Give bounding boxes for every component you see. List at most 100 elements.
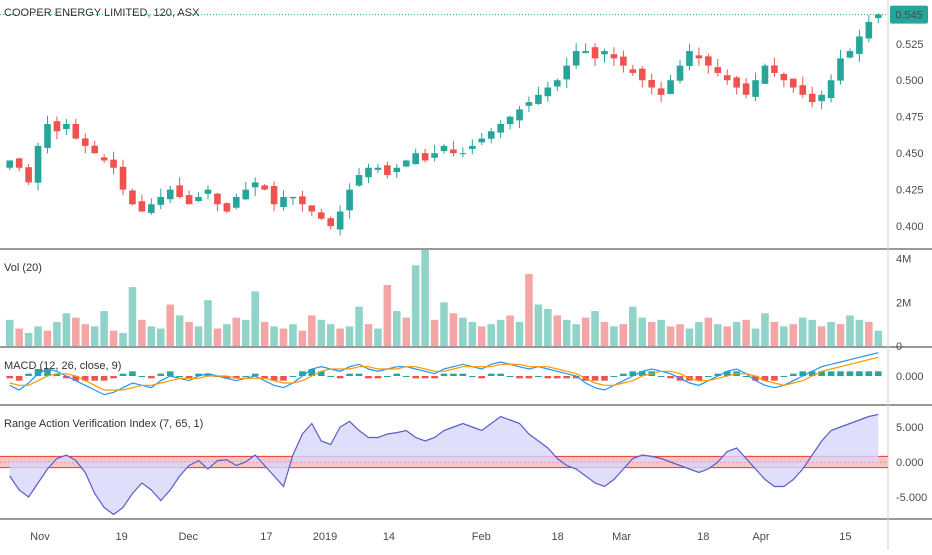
macd-histogram-bar xyxy=(837,371,844,376)
macd-histogram-bar xyxy=(261,376,268,379)
candle-body xyxy=(648,79,656,88)
macd-histogram-bar xyxy=(421,376,429,379)
volume-bar xyxy=(742,319,750,346)
volume-bar xyxy=(487,324,495,346)
macd-histogram-bar xyxy=(487,373,495,376)
candle-body xyxy=(204,189,212,194)
candle-body xyxy=(100,157,108,161)
candle-body xyxy=(780,73,788,81)
candle-body xyxy=(15,158,23,168)
volume-bar xyxy=(326,324,335,346)
candle-body xyxy=(63,124,70,130)
macd-histogram-bar xyxy=(865,371,873,376)
candle-body xyxy=(846,51,854,58)
candle-body xyxy=(412,153,419,165)
volume-bar xyxy=(383,284,392,346)
macd-histogram-bar xyxy=(856,371,863,376)
candle-body xyxy=(261,185,268,190)
candle-body xyxy=(582,51,589,53)
candle-body xyxy=(667,80,674,94)
candle-body xyxy=(355,175,363,186)
x-axis-tick: Dec xyxy=(178,531,198,543)
macd-histogram-bar xyxy=(72,376,80,381)
macd-histogram-bar xyxy=(506,376,514,377)
ravi-y-tick: 0.000 xyxy=(896,457,924,469)
candle-body xyxy=(148,204,155,213)
volume-bar xyxy=(562,319,571,346)
macd-histogram-bar xyxy=(25,373,32,376)
macd-histogram-bar xyxy=(270,376,278,381)
macd-histogram-bar xyxy=(327,376,335,377)
macd-histogram-bar xyxy=(176,376,183,377)
macd-histogram-bar xyxy=(100,376,108,381)
macd-histogram-bar xyxy=(166,371,174,376)
macd-histogram-bar xyxy=(657,376,665,377)
volume-bar xyxy=(402,317,411,346)
volume-bar xyxy=(619,324,628,346)
macd-histogram-bar xyxy=(138,376,146,377)
candle-body xyxy=(34,145,42,183)
candle-body xyxy=(676,65,684,81)
candle-body xyxy=(25,167,32,183)
candle-body xyxy=(516,109,523,121)
macd-histogram-bar xyxy=(610,376,618,377)
volume-bar xyxy=(723,326,732,346)
candle-body xyxy=(638,68,646,81)
volume-title: Vol (20) xyxy=(4,262,42,274)
candle-body xyxy=(487,131,495,139)
macd-histogram-bar xyxy=(544,376,552,379)
macd-histogram-bar xyxy=(148,376,155,379)
volume-bar xyxy=(572,324,580,346)
price-y-tick: 0.525 xyxy=(896,39,924,51)
ravi-y-tick: -5.000 xyxy=(896,492,927,504)
volume-bar xyxy=(732,322,741,346)
macd-histogram-bar xyxy=(667,376,674,379)
volume-bar xyxy=(515,322,524,346)
macd-histogram-bar xyxy=(827,371,835,376)
macd-histogram-bar xyxy=(431,376,438,379)
candle-body xyxy=(808,93,816,103)
candle-body xyxy=(166,189,174,200)
macd-histogram-bar xyxy=(771,376,778,381)
volume-bar xyxy=(138,319,146,346)
volume-bar xyxy=(751,328,760,346)
volume-bar xyxy=(24,332,33,346)
macd-histogram-bar xyxy=(516,376,523,379)
macd-histogram-bar xyxy=(412,376,419,379)
macd-histogram-bar xyxy=(185,376,193,379)
macd-histogram-bar xyxy=(6,376,14,379)
candle-body xyxy=(421,153,429,161)
candle-body xyxy=(251,182,259,188)
candle-body xyxy=(450,149,457,154)
volume-bar xyxy=(496,319,505,346)
macd-histogram-bar xyxy=(393,373,401,376)
volume-bar xyxy=(770,322,779,346)
candle-body xyxy=(827,80,835,99)
volume-bar xyxy=(109,330,118,346)
macd-histogram-bar xyxy=(478,376,486,379)
volume-bar xyxy=(695,322,703,346)
macd-title: MACD (12, 26, close, 9) xyxy=(4,360,121,372)
volume-bar xyxy=(544,308,552,346)
macd-histogram-bar xyxy=(44,369,51,376)
volume-bar xyxy=(581,317,590,346)
macd-histogram-bar xyxy=(723,371,731,376)
volume-bar xyxy=(459,317,467,346)
volume-bar xyxy=(647,322,656,346)
macd-histogram-bar xyxy=(638,371,646,376)
candle-body xyxy=(478,138,486,143)
candle-body xyxy=(695,55,703,59)
candle-body xyxy=(874,14,882,19)
macd-histogram-bar xyxy=(761,376,769,381)
macd-histogram-bar xyxy=(336,376,344,379)
candle-body xyxy=(242,189,250,200)
candle-body xyxy=(723,75,731,81)
macd-histogram-bar xyxy=(705,376,712,377)
candle-body xyxy=(129,190,136,205)
macd-histogram-bar xyxy=(535,376,542,377)
volume-bar xyxy=(657,319,665,346)
volume-bar xyxy=(449,313,458,346)
macd-histogram-bar xyxy=(440,373,448,376)
